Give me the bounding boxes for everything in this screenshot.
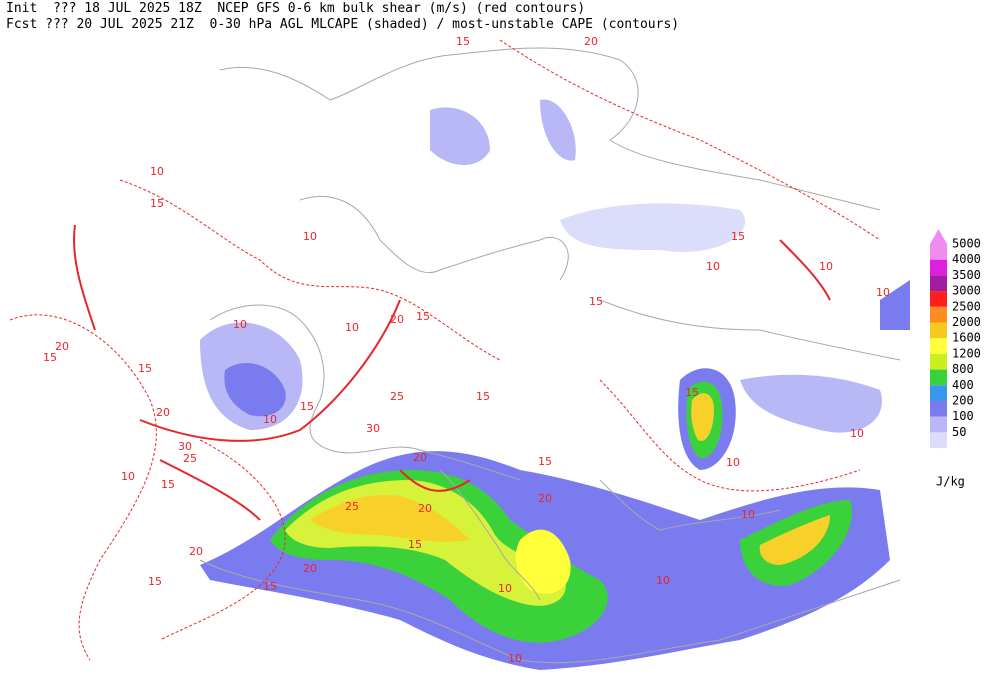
contour-label: 15	[476, 390, 490, 403]
legend-label: 3500	[952, 268, 981, 282]
legend-swatch	[930, 275, 947, 292]
contour-label: 15	[150, 197, 164, 210]
legend-triangle	[930, 229, 947, 244]
cape-area	[430, 107, 490, 165]
cape-area	[880, 280, 910, 330]
contour-label: 10	[876, 286, 890, 299]
legend-swatch	[930, 306, 947, 323]
legend-label: 1200	[952, 346, 981, 360]
cape-area	[740, 374, 882, 433]
cape-area	[224, 362, 286, 417]
legend-label: 50	[952, 425, 966, 439]
contour-label: 15	[589, 295, 603, 308]
legend-label: 2500	[952, 299, 981, 313]
contour-label: 15	[263, 580, 277, 593]
contour-label: 15	[148, 575, 162, 588]
contour-label: 15	[416, 310, 430, 323]
contour-label: 30	[366, 422, 380, 435]
legend-unit: J/kg	[936, 475, 965, 489]
legend-label: 400	[952, 378, 974, 392]
contour-label: 15	[138, 362, 152, 375]
contour-label: 20	[303, 562, 317, 575]
shear-contours	[9, 39, 881, 661]
legend-swatch	[930, 353, 947, 370]
legend-swatch	[930, 369, 947, 386]
cape-shading	[200, 99, 910, 670]
cape-area	[310, 495, 470, 542]
contour-label: 10	[150, 165, 164, 178]
legend-label: 100	[952, 409, 974, 423]
cape-area	[560, 203, 746, 252]
contour-label: 10	[121, 470, 135, 483]
header-line: Fcst ??? 20 JUL 2025 21Z 0-30 hPa AGL ML…	[6, 17, 679, 32]
contour-label: 15	[538, 455, 552, 468]
legend-swatch	[930, 322, 947, 339]
legend-swatch	[930, 432, 947, 449]
contour-label: 20	[189, 545, 203, 558]
legend-label: 1600	[952, 331, 981, 345]
contour-label: 20	[584, 35, 598, 48]
legend-swatch	[930, 244, 947, 260]
contour-label: 15	[43, 351, 57, 364]
legend-swatch	[930, 401, 947, 417]
contour-label: 10	[508, 652, 522, 665]
legend-label: 3000	[952, 284, 981, 298]
legend-swatch	[930, 385, 947, 401]
header-line: Init ??? 18 JUL 2025 18Z NCEP GFS 0-6 km…	[6, 1, 585, 16]
contour-label: 25	[390, 390, 404, 403]
contour-label: 10	[706, 260, 720, 273]
coastlines	[199, 47, 901, 664]
legend-label: 800	[952, 362, 974, 376]
legend-label: 2000	[952, 315, 981, 329]
legend-label: 5000	[952, 237, 981, 251]
contour-label: 20	[390, 313, 404, 326]
contour-label: 25	[345, 500, 359, 513]
legend-label: 200	[952, 394, 974, 408]
contour-label: 20	[413, 451, 427, 464]
contour-label: 15	[685, 386, 699, 399]
contour-label: 15	[456, 35, 470, 48]
contour-label: 20	[418, 502, 432, 515]
legend-swatch	[930, 416, 947, 433]
contour-label: 10	[345, 321, 359, 334]
cape-area	[515, 529, 571, 594]
contour-label: 20	[156, 406, 170, 419]
legend-label: 4000	[952, 252, 981, 266]
cape-area	[691, 393, 714, 441]
contour-label: 10	[850, 427, 864, 440]
contour-label: 20	[538, 492, 552, 505]
contour-label: 10	[498, 582, 512, 595]
contour-label: 20	[55, 340, 69, 353]
cape-area	[540, 99, 576, 161]
contour-label: 10	[726, 456, 740, 469]
cape-area	[759, 515, 830, 565]
contour-label: 10	[303, 230, 317, 243]
contour-label: 30	[178, 440, 192, 453]
contour-label: 10	[819, 260, 833, 273]
contour-label: 10	[656, 574, 670, 587]
contour-label: 10	[233, 318, 247, 331]
legend-swatch	[930, 338, 947, 354]
contour-label: 25	[183, 452, 197, 465]
legend-swatch	[930, 291, 947, 307]
contour-label: 15	[731, 230, 745, 243]
contour-label: 15	[161, 478, 175, 491]
contour-label: 10	[741, 508, 755, 521]
contour-label: 15	[300, 400, 314, 413]
legend-swatch	[930, 259, 947, 276]
contour-label: 15	[408, 538, 422, 551]
contour-label: 10	[263, 413, 277, 426]
